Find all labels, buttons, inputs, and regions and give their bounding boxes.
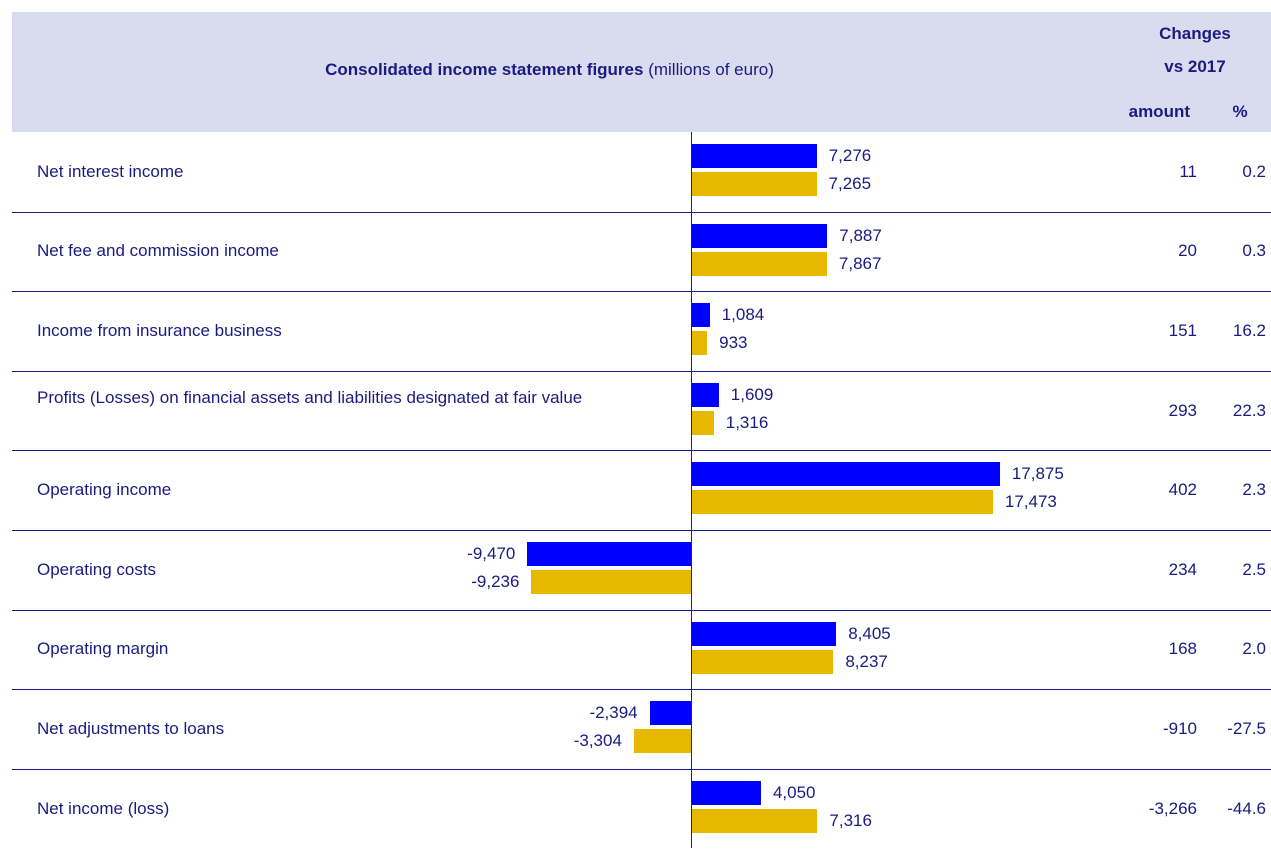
amount: 151 [1168, 321, 1197, 340]
bar [691, 462, 1000, 487]
row-separator [12, 450, 1271, 452]
title: Consolidated income statement figures (m… [12, 60, 1087, 80]
amount: 168 [1168, 639, 1197, 659]
row-label: Operating costs [37, 559, 157, 579]
title-bold: Consolidated income statement figures [325, 60, 644, 79]
row-label: Net adjustments to loans [37, 719, 225, 738]
value-label: 17,473 [1004, 492, 1057, 512]
amount: 402 [1168, 480, 1197, 500]
bar [691, 808, 818, 833]
value-label: 7,887 [839, 225, 882, 245]
bar [691, 144, 817, 168]
pct: -44.6 [1227, 798, 1266, 818]
bar [691, 331, 708, 356]
value-label: 4,050 [772, 782, 816, 802]
amount: 11 [1179, 161, 1197, 181]
row-label: Income from insurance business [37, 321, 282, 340]
value-label: -9,470 [467, 544, 516, 563]
value-label: 7,316 [829, 810, 872, 830]
bar [691, 621, 837, 646]
value-label: 933 [719, 333, 748, 353]
pct: 16.2 [1232, 321, 1266, 340]
value-label: -9,236 [471, 572, 520, 591]
value-label: 7,867 [838, 253, 882, 273]
bar [691, 410, 714, 435]
bar [691, 251, 827, 276]
value-label: 1,084 [721, 305, 765, 325]
row-separator [12, 689, 1271, 691]
amount: -3,266 [1148, 798, 1197, 818]
row-label: Net interest income [37, 161, 184, 181]
amount: 293 [1168, 400, 1197, 420]
value-label: 7,276 [828, 146, 872, 165]
value-label: 7,265 [828, 174, 872, 193]
vs-label: vs 2017 [1164, 57, 1226, 76]
pct: 2.3 [1242, 480, 1266, 500]
title-rest: (millions of euro) [648, 60, 774, 79]
bar [649, 701, 691, 726]
pct: -27.5 [1227, 719, 1266, 738]
row-separator [12, 530, 1271, 531]
bar [691, 382, 719, 407]
row-label: Profits (Losses) on financial assets and… [37, 387, 583, 407]
bar [531, 570, 691, 594]
row-separator [12, 291, 1271, 293]
bar [633, 729, 691, 754]
row-label: Net income (loss) [37, 798, 170, 818]
value-label: 1,316 [725, 412, 769, 432]
value-label: 17,875 [1011, 464, 1064, 484]
row-separator [12, 609, 1271, 611]
row-separator [12, 370, 1271, 372]
row-label: Operating margin [37, 639, 169, 659]
zero-axis [691, 132, 692, 849]
header-band [12, 12, 1271, 132]
amount-header: amount [1128, 102, 1190, 121]
value-label: -3,304 [573, 731, 622, 751]
bar [691, 490, 993, 515]
row-label: Net fee and commission income [37, 241, 279, 261]
value-label: 1,609 [730, 384, 774, 404]
bar [691, 172, 817, 196]
bar [691, 649, 834, 674]
value-label: 8,237 [845, 651, 888, 671]
amount: 234 [1168, 559, 1197, 579]
value-label: 8,405 [848, 623, 891, 643]
row-separator [12, 211, 1271, 213]
pct-header: % [1232, 102, 1248, 121]
changes-label: Changes [1159, 24, 1231, 43]
row-separator [12, 768, 1271, 770]
value-label: -2,394 [589, 703, 638, 723]
pct: 2.0 [1242, 639, 1266, 659]
amount: 20 [1178, 241, 1197, 261]
pct: 22.3 [1232, 400, 1266, 420]
pct: 0.3 [1242, 241, 1266, 261]
amount: -910 [1162, 719, 1197, 738]
pct: 0.2 [1242, 161, 1266, 181]
bar [691, 223, 828, 248]
bar [691, 303, 710, 328]
pct: 2.5 [1242, 559, 1266, 579]
bar [527, 542, 691, 566]
bar [691, 780, 761, 805]
row-label: Operating income [37, 480, 172, 500]
